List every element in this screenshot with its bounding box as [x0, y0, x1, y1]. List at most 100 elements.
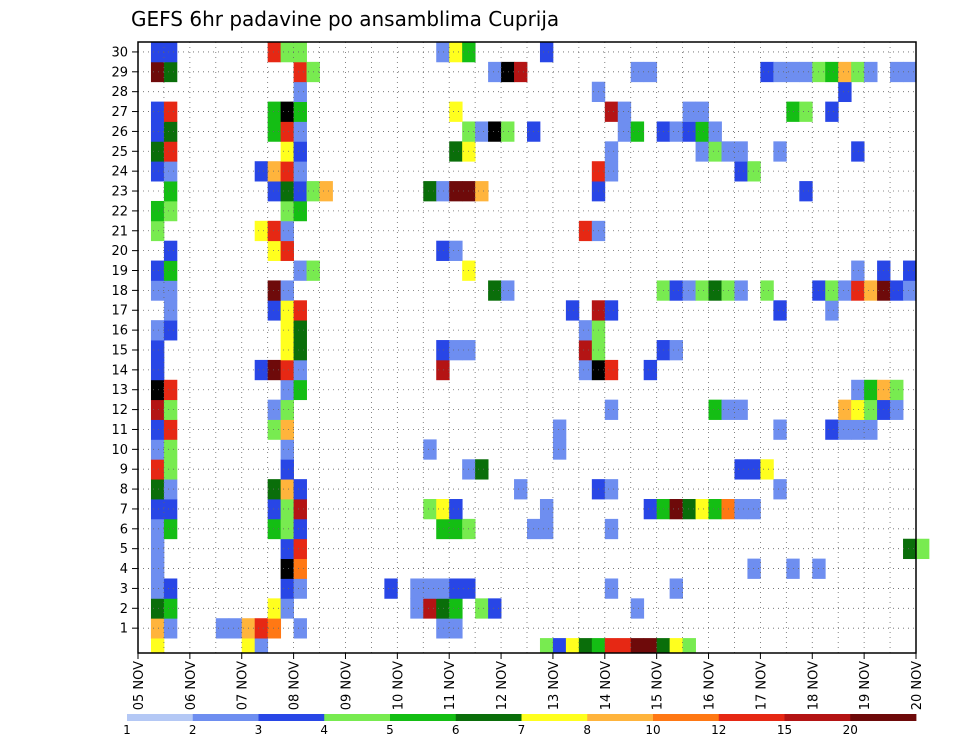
precip-cell — [903, 280, 917, 301]
precip-cell — [449, 578, 463, 599]
precip-cell — [773, 300, 787, 321]
precip-cell — [604, 638, 619, 654]
precip-cell — [514, 479, 528, 500]
precip-cell — [656, 638, 671, 654]
precip-cell — [760, 280, 774, 301]
precip-cell — [604, 101, 619, 122]
precip-cell — [267, 618, 282, 639]
precip-cell — [747, 558, 761, 579]
precip-cell — [591, 638, 606, 654]
legend-swatch — [587, 714, 654, 721]
precip-cell — [449, 598, 463, 619]
precip-cell — [890, 61, 904, 83]
precip-cell — [604, 141, 619, 162]
precip-cell — [293, 578, 307, 599]
precip-cell — [410, 598, 424, 619]
y-tick-label: 29 — [111, 65, 128, 80]
precip-cell — [669, 638, 683, 654]
precip-cell — [267, 240, 282, 261]
precip-cell — [280, 101, 294, 122]
precip-cell — [280, 479, 294, 500]
precip-cell — [293, 379, 307, 401]
precip-cell — [436, 598, 450, 619]
precip-cell — [293, 42, 307, 63]
precip-cell — [916, 538, 930, 560]
precip-cell — [436, 42, 450, 63]
precip-cell — [254, 161, 269, 182]
precip-cell — [150, 101, 165, 122]
precip-cell — [150, 499, 165, 520]
precip-cell — [280, 220, 294, 242]
precip-cell — [280, 558, 294, 579]
precip-cell — [838, 280, 852, 301]
legend-swatch — [521, 714, 588, 721]
precip-cell — [163, 260, 178, 281]
legend-label: 1 — [123, 723, 131, 737]
precip-cell — [565, 300, 580, 321]
precip-cell — [890, 379, 904, 401]
legend-label: 3 — [255, 723, 263, 737]
precip-cell — [604, 399, 619, 420]
precip-cell — [293, 81, 307, 103]
y-tick-label: 28 — [111, 85, 128, 100]
y-tick-label: 24 — [111, 165, 128, 180]
precip-cell — [851, 280, 865, 301]
precip-cell — [267, 598, 282, 619]
precip-cell — [695, 280, 709, 301]
precip-cell — [864, 419, 878, 440]
precip-cell — [384, 578, 398, 599]
precip-cell — [708, 280, 722, 301]
precip-cell — [423, 181, 437, 202]
precip-cell — [501, 61, 515, 83]
precip-cell — [695, 101, 709, 122]
precip-cell — [903, 538, 917, 560]
legend-label: 5 — [386, 723, 394, 737]
precip-cell — [163, 181, 178, 202]
x-tick-label: 13 NOV — [547, 661, 562, 710]
color-legend: 1 2 3 4 5 6 7 8 10 12 15 20 — [123, 714, 917, 737]
precip-cell — [449, 101, 463, 122]
precip-cell — [163, 479, 178, 500]
precip-cell — [150, 260, 165, 281]
precip-cell — [630, 61, 645, 83]
precip-cell — [150, 399, 165, 420]
precip-cell — [280, 578, 294, 599]
precip-cell — [267, 518, 282, 540]
legend-label: 6 — [452, 723, 460, 737]
legend-label: 20 — [843, 723, 858, 737]
precip-cell — [423, 578, 437, 599]
precip-cell — [293, 518, 307, 540]
precip-cell — [267, 220, 282, 242]
x-tick-label: 07 NOV — [236, 661, 251, 710]
precip-cell — [293, 499, 307, 520]
precip-cell — [604, 518, 619, 540]
precip-cell — [319, 181, 333, 202]
precip-cell — [760, 459, 774, 480]
x-tick-label: 05 NOV — [132, 661, 147, 710]
y-tick-label: 6 — [120, 522, 128, 537]
y-tick-label: 20 — [111, 244, 128, 259]
precip-cell — [436, 499, 450, 520]
precip-cell — [280, 459, 294, 480]
legend-label: 8 — [583, 723, 591, 737]
precip-cell — [436, 618, 450, 639]
precip-cell — [864, 379, 878, 401]
precip-cell — [851, 141, 865, 162]
x-tick-label: 12 NOV — [495, 661, 510, 710]
y-tick-label: 8 — [120, 483, 128, 498]
precip-cell — [825, 419, 839, 440]
precip-cell — [280, 359, 294, 381]
precip-cell — [280, 200, 294, 222]
precip-cell — [163, 240, 178, 261]
precip-cell — [501, 121, 515, 142]
precip-cell — [682, 101, 696, 122]
precip-cell — [423, 439, 437, 460]
precip-cell — [163, 42, 178, 63]
precip-cell — [293, 618, 307, 639]
precip-cell — [280, 439, 294, 460]
precip-cell — [604, 359, 619, 381]
precip-cell — [280, 280, 294, 301]
precip-cell — [838, 81, 852, 103]
precip-cell — [838, 419, 852, 440]
